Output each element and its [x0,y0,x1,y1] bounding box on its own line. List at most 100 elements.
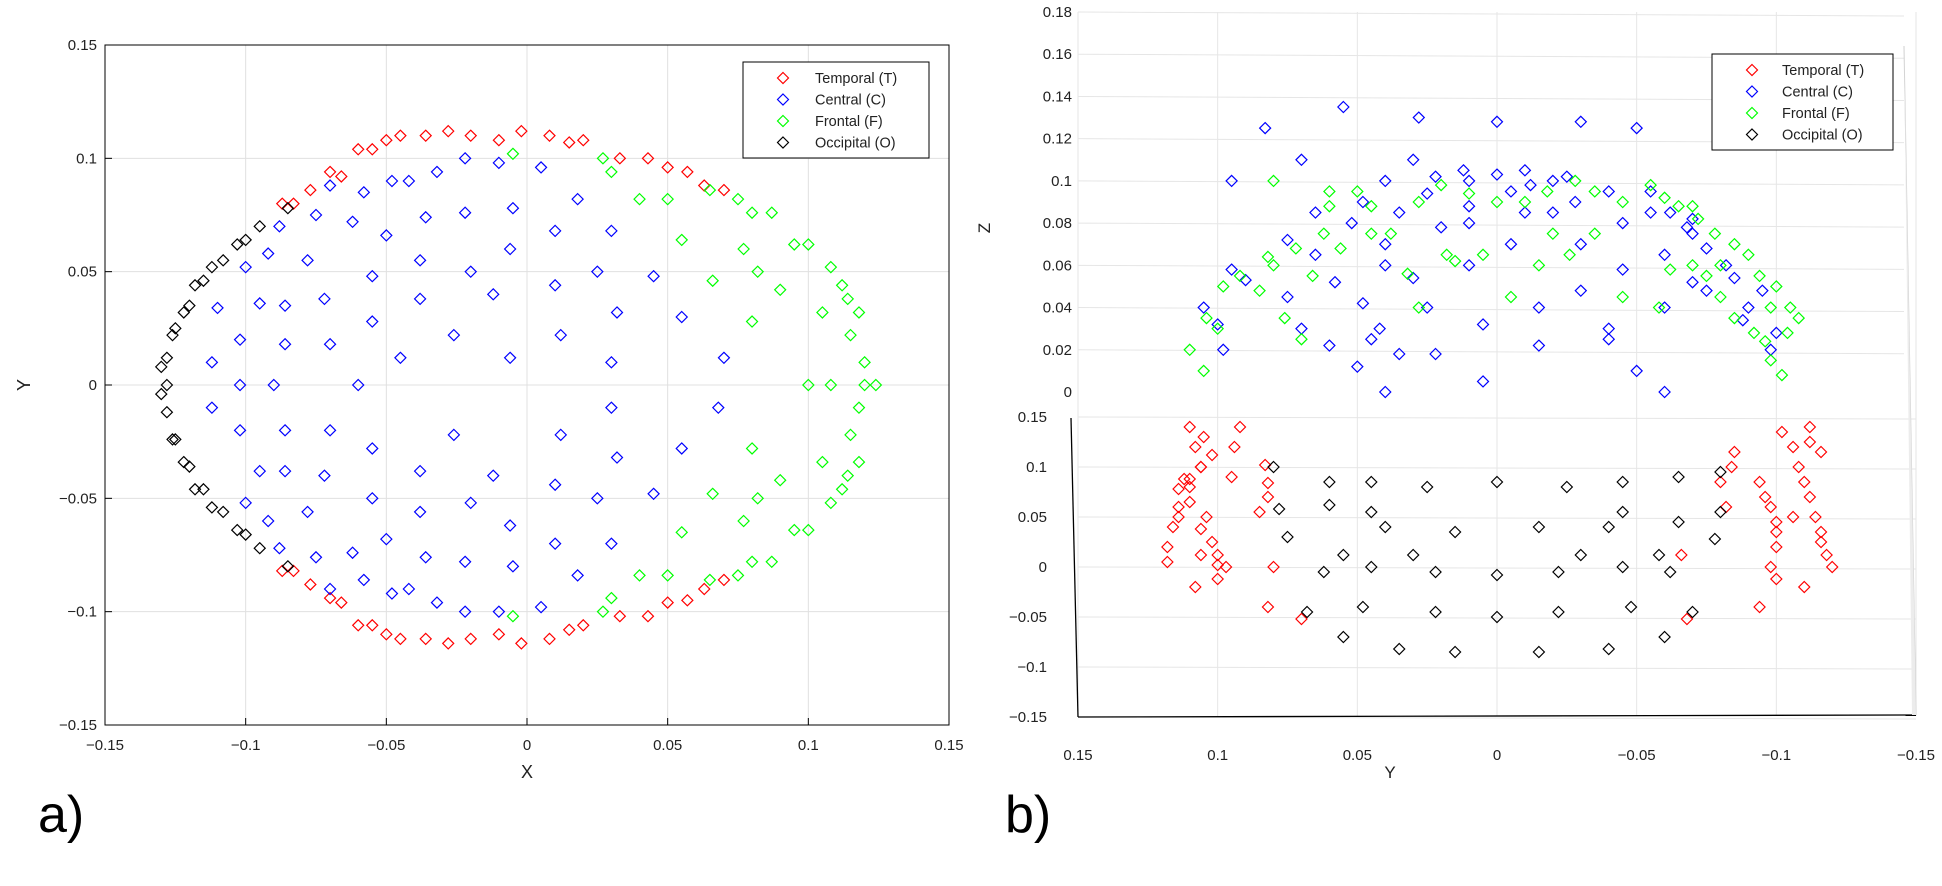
point-frontal [633,569,646,582]
point-central [357,185,371,199]
point-central [1602,332,1616,346]
point-frontal [731,192,745,206]
point-central [267,378,281,392]
point-central [413,292,427,306]
point-temporal [1267,560,1280,574]
point-frontal [765,555,779,569]
point-occipital [1708,532,1722,546]
point-central [1225,263,1238,276]
point-frontal [1476,248,1490,262]
point-frontal [858,355,871,369]
z-grid-line [1077,349,1905,355]
point-central [365,491,379,505]
point-central [419,210,433,224]
legend-label-central: Central (C) [815,93,886,109]
legend-marker-occipital [1745,128,1759,141]
point-occipital [1490,610,1504,624]
point-frontal [816,306,829,319]
point-central [1658,385,1671,399]
point-temporal [323,591,337,605]
point-occipital [177,455,191,469]
point-central [301,253,314,267]
point-occipital [1616,505,1630,519]
point-temporal [1728,445,1741,459]
point-temporal [1792,460,1806,474]
point-central [464,265,478,279]
point-central [1644,206,1657,219]
point-temporal [1814,525,1828,539]
point-occipital [230,523,244,537]
point-central [447,328,461,342]
point-frontal [1792,311,1806,325]
z-tick-label: 0.08 [1043,215,1072,232]
point-central [1462,199,1476,213]
point-frontal [737,514,750,528]
point-central [357,573,371,587]
point-central [534,600,548,614]
point-occipital [166,328,179,342]
point-frontal [605,165,618,179]
y-tick-label: −0.1 [67,604,97,621]
point-frontal [706,274,720,288]
point-frontal [1742,248,1755,262]
point-temporal [1166,520,1180,534]
point-frontal [596,151,610,165]
point-central [273,541,286,555]
point-frontal [731,569,745,582]
point-occipital [1602,520,1616,534]
point-temporal [275,197,289,211]
z-grid-line [1077,180,1905,186]
depth-tick-label: 0 [1039,559,1047,576]
point-frontal [745,206,759,220]
point-frontal [1769,280,1783,293]
point-occipital [154,387,168,401]
point-central [1216,343,1230,357]
point-temporal [1769,540,1783,554]
point-central [278,423,292,437]
point-central [211,301,224,315]
point-central [1630,364,1644,378]
point-frontal [1714,290,1727,304]
point-central [346,546,359,560]
point-temporal [1183,480,1197,494]
point-occipital [168,321,182,335]
point-occipital [1281,530,1294,544]
point-central [1356,296,1370,310]
point-temporal [351,142,365,156]
point-central [1309,206,1322,219]
point-temporal [1753,475,1766,489]
point-temporal [1183,472,1197,486]
depth-grid-line [1077,716,1917,720]
point-frontal [703,183,717,197]
point-central [419,550,433,564]
point-central [1518,206,1532,219]
point-central [610,451,624,464]
z-grid-line [1077,307,1905,313]
point-central [1728,271,1741,285]
point-occipital [1392,642,1406,656]
point-central [233,333,247,347]
depth-grid-line [1077,416,1917,420]
point-central [1574,115,1588,129]
x-tick-label: −0.1 [231,737,261,754]
point-temporal [1205,448,1219,462]
point-central [717,351,731,365]
point-frontal [1306,269,1319,283]
point-central [402,582,416,596]
point-occipital [1429,565,1442,579]
point-central [458,555,472,569]
z-grid-line [1077,264,1905,270]
point-temporal [351,618,365,632]
point-temporal [419,129,433,143]
point-frontal [1616,290,1630,304]
point-temporal [1197,430,1211,444]
point-occipital [160,405,174,419]
point-central [1406,271,1420,285]
point-frontal [1658,191,1671,205]
z-grid-line [1077,11,1905,17]
point-central [1462,258,1476,272]
point-temporal [365,142,379,156]
point-central [605,224,618,238]
point-central [1378,385,1392,399]
depth-tick-label: −0.1 [1017,659,1047,676]
